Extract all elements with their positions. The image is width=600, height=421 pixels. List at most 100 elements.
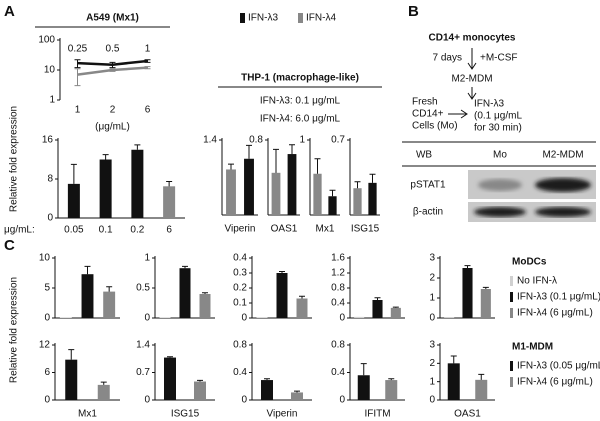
legend-swatch — [510, 276, 513, 286]
y-tick-label: 0 — [44, 395, 50, 406]
bar — [385, 380, 398, 400]
x-tick-label: 2 — [110, 105, 116, 116]
error-bar — [84, 265, 91, 275]
y-tick-label: 5 — [44, 283, 50, 294]
x-tick-label: 6 — [166, 225, 172, 236]
error-bar — [202, 292, 208, 294]
y-tick-label: 1.6 — [331, 253, 345, 264]
error-bar — [329, 189, 336, 197]
blot-band — [478, 179, 522, 191]
error-bar — [279, 271, 285, 273]
bar — [372, 300, 383, 318]
legend-title: MoDCs — [512, 257, 547, 268]
diagram-stimulus: (0.1 μg/mL — [474, 111, 522, 122]
bar — [444, 317, 455, 318]
y-tick-label: 0.8 — [331, 340, 345, 351]
bar — [353, 188, 362, 215]
error-bar — [299, 295, 305, 299]
diagram-product: M2-MDM — [451, 74, 492, 85]
error-bar — [228, 163, 234, 170]
x-tick-label: 1 — [75, 105, 81, 116]
line-series — [77, 66, 148, 76]
error-bar — [246, 144, 252, 159]
bar — [59, 317, 72, 318]
y-tick-label: 1.4 — [203, 135, 217, 146]
dose-label: 0.5 — [106, 44, 120, 55]
x-axis-label: IFITM — [364, 409, 390, 420]
y-tick-label: 10 — [44, 65, 56, 76]
bar — [97, 384, 110, 400]
arrowhead — [467, 92, 477, 100]
y-tick-label: 3 — [429, 340, 435, 351]
y-tick-label: 0 — [429, 313, 435, 324]
blot-band — [535, 178, 591, 192]
x-axis-label: Mx1 — [316, 224, 335, 235]
bar — [276, 273, 288, 318]
blot-header: WB — [416, 150, 432, 161]
error-bar — [68, 349, 75, 360]
y-tick-label: 0.5 — [136, 283, 150, 294]
error-bar — [478, 373, 485, 380]
y-tick-label: 0 — [339, 395, 345, 406]
y-tick-label: 0 — [339, 313, 345, 324]
x-axis-label: ISG15 — [171, 409, 200, 420]
error-bar — [100, 381, 107, 385]
error-bar — [482, 286, 489, 289]
blot-row: pSTAT1 — [410, 180, 446, 191]
y-tick-label: 0.8 — [331, 283, 345, 294]
y-tick-label: 1.2 — [331, 268, 345, 279]
legend-label: IFN-λ3 — [248, 13, 278, 24]
legend-label: No IFN-λ — [517, 276, 557, 287]
y-tick-label: 10 — [39, 253, 51, 264]
y-axis-label: Relative fold expression — [9, 106, 20, 212]
bar — [354, 316, 365, 318]
blot-row: β-actin — [413, 207, 443, 218]
diagram-source: CD14+ monocytes — [429, 33, 516, 44]
bar — [291, 392, 303, 400]
error-bar — [182, 265, 188, 269]
error-bar — [354, 181, 361, 189]
error-bar — [314, 158, 321, 174]
x-axis-label: Viperin — [267, 409, 298, 420]
diagram-time: 7 days — [433, 53, 462, 64]
bar — [357, 375, 370, 400]
blot-header: M2-MDM — [542, 150, 583, 161]
x-tick-label: 0.1 — [99, 225, 113, 236]
y-tick-label: 0.8 — [233, 340, 247, 351]
legend-swatch — [510, 308, 513, 318]
y-tick-label: 0 — [47, 213, 53, 224]
bar — [296, 298, 308, 318]
legend-swatch — [240, 13, 245, 23]
y-tick-label: 0.4 — [233, 367, 247, 378]
bar — [131, 149, 144, 218]
error-bar — [102, 154, 109, 160]
bar — [271, 172, 281, 215]
bar — [390, 307, 401, 318]
legend-label: IFN-λ4 (6 μg/mL) — [517, 308, 593, 319]
bar — [99, 159, 112, 218]
bar — [81, 274, 94, 318]
panel-label: B — [408, 3, 419, 20]
y-tick-label: 6 — [44, 367, 50, 378]
y-tick-label: 0.2 — [233, 283, 247, 294]
error-bar — [166, 180, 173, 187]
x-axis-label: (μg/mL) — [95, 122, 130, 133]
error-bar — [464, 265, 471, 268]
bar — [328, 196, 337, 215]
error-bar — [294, 390, 300, 393]
y-tick-label: 0 — [241, 395, 247, 406]
thp1-title: THP-1 (macrophage-like) — [241, 73, 359, 84]
error-bar — [264, 378, 270, 381]
legend-label: IFN-λ4 — [306, 13, 336, 24]
diagram-cells: Fresh — [412, 97, 438, 108]
y-tick-label: 0 — [144, 313, 150, 324]
x-tick-label: 0.2 — [130, 225, 144, 236]
y-tick-label: 3 — [429, 253, 435, 264]
x-axis-label: ISG15 — [351, 224, 380, 235]
y-tick-label: 0 — [241, 313, 247, 324]
error-bar — [134, 144, 141, 150]
error-bar — [392, 306, 399, 308]
bar — [65, 359, 78, 400]
diagram-treatment: +M-CSF — [480, 53, 518, 64]
